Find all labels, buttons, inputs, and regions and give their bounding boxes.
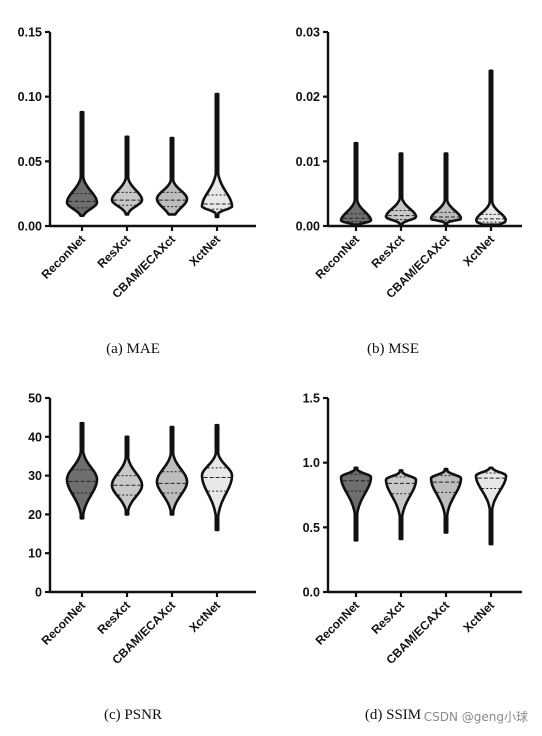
panel-caption: (c) PSNR <box>104 707 162 723</box>
y-tick-label: 0.01 <box>296 155 320 169</box>
violin-reconnet <box>65 110 99 217</box>
y-tick-label: 1.0 <box>303 456 320 470</box>
category-label: ReconNet <box>313 232 363 282</box>
violin-xctnet <box>474 69 508 226</box>
category-label: ResXct <box>94 598 133 637</box>
y-tick-label: 0 <box>35 586 42 600</box>
y-tick-label: 50 <box>28 392 42 406</box>
violin-resxct <box>384 469 418 541</box>
y-tick-label: 0.10 <box>18 90 42 104</box>
y-tick-label: 10 <box>28 547 42 561</box>
violin-reconnet <box>339 141 373 226</box>
y-tick-label: 0.00 <box>18 220 42 234</box>
violin-xctnet <box>200 92 234 219</box>
violin-cbam-ecaxct <box>155 136 189 216</box>
violin-resxct <box>384 152 418 226</box>
violin-cbam-ecaxct <box>429 467 463 534</box>
category-label: XctNet <box>186 598 223 635</box>
panel-caption: (d) SSIM <box>365 707 421 723</box>
category-label: ReconNet <box>39 232 89 282</box>
watermark-text: CSDN @geng小球 <box>424 710 528 724</box>
category-label: ReconNet <box>313 598 363 648</box>
category-label: XctNet <box>460 232 497 269</box>
category-label: XctNet <box>460 598 497 635</box>
panel-caption: (a) MAE <box>106 341 160 357</box>
y-tick-label: 40 <box>28 430 42 444</box>
violin-resxct <box>110 135 144 216</box>
violin-cbam-ecaxct <box>429 152 463 226</box>
category-label: ResXct <box>368 232 407 271</box>
violin-cbam-ecaxct <box>155 425 189 516</box>
category-label: ResXct <box>368 598 407 637</box>
category-label: ResXct <box>94 232 133 271</box>
y-tick-label: 0.0 <box>303 586 320 600</box>
category-label: XctNet <box>186 232 223 269</box>
violin-xctnet <box>474 466 508 546</box>
y-tick-label: 0.15 <box>18 26 42 40</box>
panel-caption: (b) MSE <box>367 341 419 357</box>
violin-reconnet <box>339 466 373 542</box>
y-tick-label: 0.00 <box>296 220 320 234</box>
violin-reconnet <box>65 421 99 520</box>
y-tick-label: 20 <box>28 508 42 522</box>
y-tick-label: 0.03 <box>296 26 320 40</box>
y-tick-label: 1.5 <box>303 392 320 406</box>
y-tick-label: 30 <box>28 469 42 483</box>
category-label: ReconNet <box>39 598 89 648</box>
y-tick-label: 0.05 <box>18 155 42 169</box>
y-tick-label: 0.5 <box>303 521 320 535</box>
y-tick-label: 0.02 <box>296 90 320 104</box>
